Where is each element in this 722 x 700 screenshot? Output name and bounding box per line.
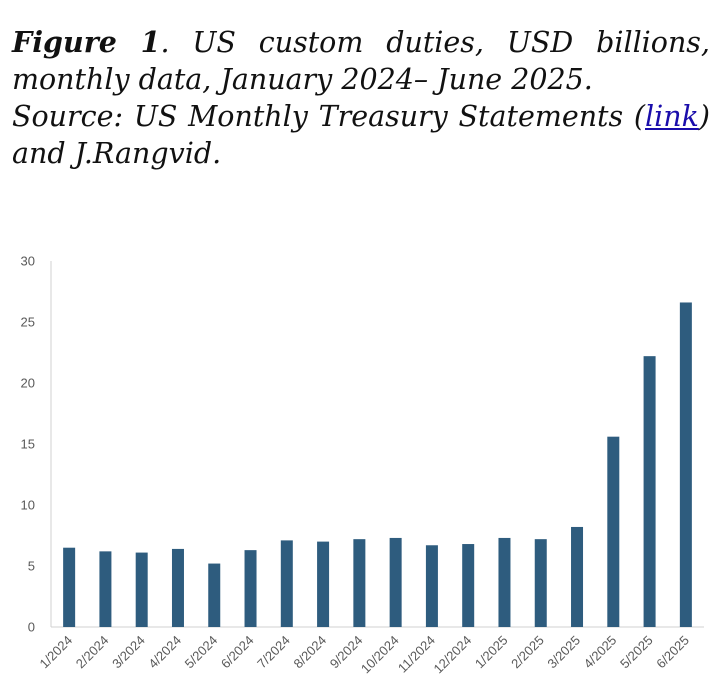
x-tick-label: 3/2025	[544, 633, 583, 672]
bar-4/2025	[607, 436, 620, 627]
bar-10/2024	[389, 537, 402, 627]
x-tick-label: 2/2025	[508, 633, 547, 672]
bar-3/2025	[571, 526, 584, 627]
y-tick-label: 30	[21, 254, 35, 269]
bars	[63, 302, 692, 627]
x-tick-label: 5/2024	[182, 633, 221, 672]
x-tick-label: 10/2024	[358, 633, 402, 677]
source-link[interactable]: link	[645, 100, 699, 133]
x-tick-label: 12/2024	[430, 633, 474, 677]
bar-6/2024	[244, 550, 257, 627]
y-tick-label: 0	[28, 620, 35, 635]
x-tick-label: 2/2024	[73, 633, 112, 672]
y-tick-label: 5	[28, 559, 35, 574]
bar-1/2024	[63, 547, 76, 627]
x-tick-label: 6/2025	[653, 633, 692, 672]
y-tick-label: 15	[21, 437, 35, 452]
bar-11/2024	[425, 545, 438, 627]
y-axis-ticks: 0 5 10 15 20 25 30	[21, 254, 35, 635]
source-prefix: Source: US Monthly Treasury Statements (	[12, 100, 646, 133]
bar-2/2025	[534, 539, 547, 627]
x-tick-label: 7/2024	[254, 633, 293, 672]
figure-label: Figure 1	[12, 25, 161, 59]
x-axis-ticks: 1/20242/20243/20244/20245/20246/20247/20…	[37, 633, 692, 677]
bar-7/2024	[280, 540, 293, 627]
bar-4/2024	[171, 548, 184, 627]
y-tick-label: 20	[21, 376, 35, 391]
bar-9/2024	[353, 539, 366, 627]
x-tick-label: 3/2024	[109, 633, 148, 672]
x-tick-label: 11/2024	[395, 633, 438, 676]
bar-3/2024	[135, 552, 148, 627]
x-tick-label: 6/2024	[218, 633, 257, 672]
x-tick-label: 1/2024	[37, 633, 76, 672]
source-suffix: ) and J.Rangvid.	[12, 100, 710, 170]
x-tick-label: 5/2025	[617, 633, 656, 672]
bar-5/2025	[643, 356, 656, 627]
y-tick-label: 10	[21, 498, 35, 513]
bar-2/2024	[99, 551, 112, 627]
x-tick-label: 4/2025	[581, 633, 620, 672]
bar-6/2025	[679, 302, 692, 627]
bar-12/2024	[462, 544, 475, 627]
bar-8/2024	[317, 541, 330, 627]
figure-title: . US custom duties, USD billions, monthl…	[12, 26, 710, 96]
x-tick-label: 1/2025	[472, 633, 511, 672]
figure-caption: Figure 1. US custom duties, USD billions…	[12, 24, 710, 172]
x-tick-label: 8/2024	[290, 633, 329, 672]
bar-5/2024	[208, 563, 221, 627]
x-tick-label: 4/2024	[145, 633, 184, 672]
y-tick-label: 25	[21, 315, 35, 330]
bar-1/2025	[498, 537, 511, 627]
